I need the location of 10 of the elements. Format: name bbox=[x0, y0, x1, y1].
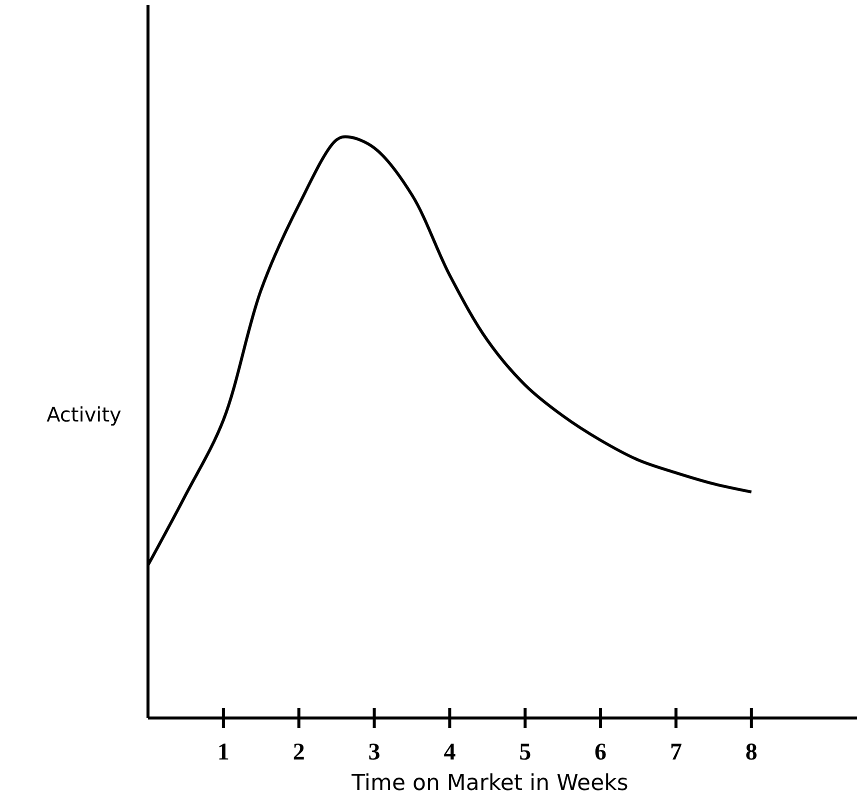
x-axis-title: Time on Market in Weeks bbox=[350, 771, 628, 796]
y-axis-title: Activity bbox=[46, 402, 122, 426]
x-tick-label: 5 bbox=[519, 740, 532, 766]
x-tick-label: 7 bbox=[670, 740, 682, 766]
x-tick-label: 3 bbox=[368, 740, 380, 766]
x-tick-label: 2 bbox=[292, 740, 305, 766]
x-tick-label: 4 bbox=[444, 740, 456, 766]
x-tick-label: 1 bbox=[217, 740, 230, 766]
x-tick-label: 8 bbox=[745, 740, 758, 766]
x-tick-label: 6 bbox=[594, 740, 607, 766]
